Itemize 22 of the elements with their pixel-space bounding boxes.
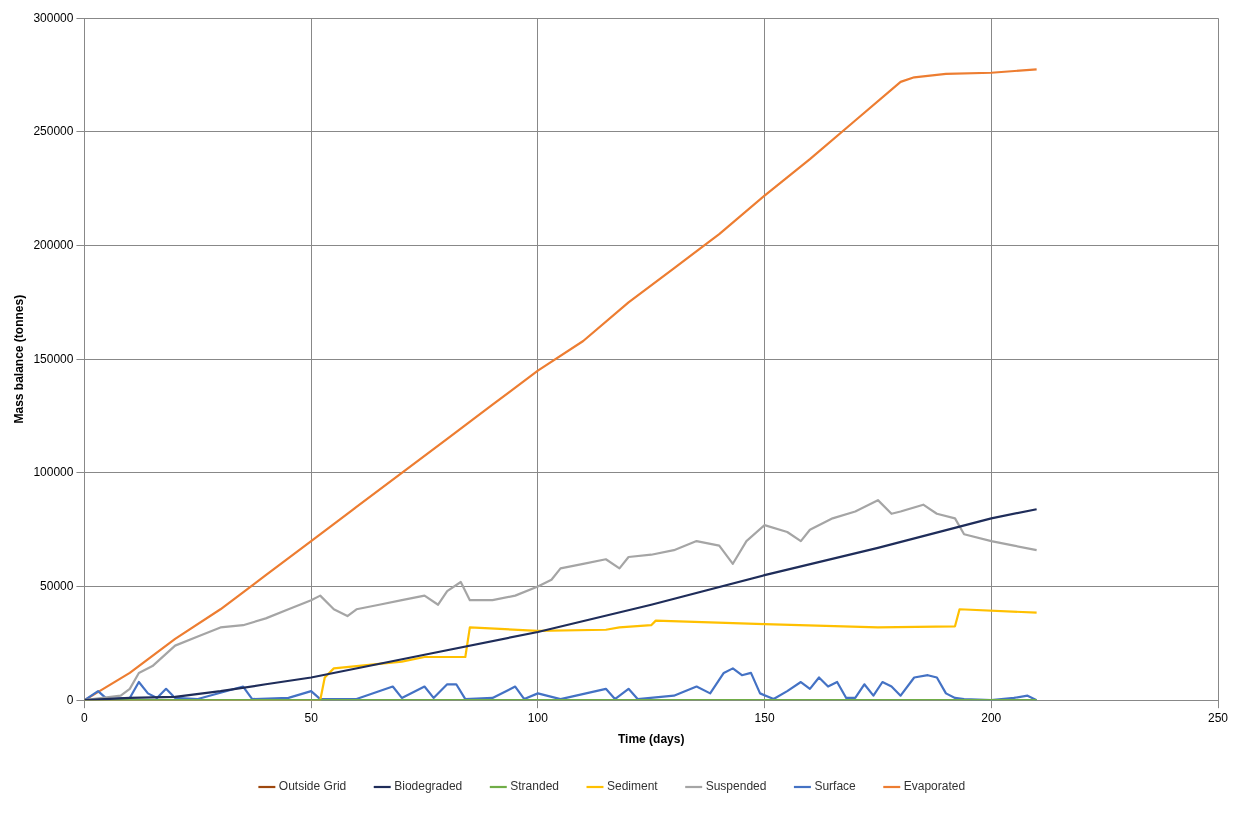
- y-tick-label: 100000: [33, 465, 74, 480]
- y-tick-label: 200000: [33, 237, 74, 252]
- x-tick-label: 0: [81, 710, 89, 725]
- x-tick-label: 50: [304, 710, 319, 725]
- y-tick-label: 0: [66, 692, 74, 707]
- legend-label: Evaporated: [903, 779, 966, 794]
- legend-label: Stranded: [510, 779, 559, 794]
- x-tick-label: 200: [981, 710, 1002, 725]
- x-tick-label: 250: [1207, 710, 1229, 725]
- legend-label: Outside Grid: [278, 779, 347, 794]
- legend-label: Sediment: [606, 779, 659, 794]
- y-tick-label: 50000: [40, 578, 74, 593]
- x-axis-title: Time (days): [617, 732, 685, 747]
- x-tick-label: 150: [754, 710, 775, 725]
- y-tick-label: 250000: [33, 124, 74, 139]
- y-axis-title: Mass balance (tonnes): [11, 294, 26, 424]
- y-tick-label: 150000: [33, 351, 74, 366]
- y-tick-label: 300000: [33, 10, 74, 25]
- legend-label: Biodegraded: [394, 779, 463, 794]
- legend-label: Surface: [814, 779, 857, 794]
- legend-label: Suspended: [705, 779, 767, 794]
- x-tick-label: 100: [527, 710, 549, 725]
